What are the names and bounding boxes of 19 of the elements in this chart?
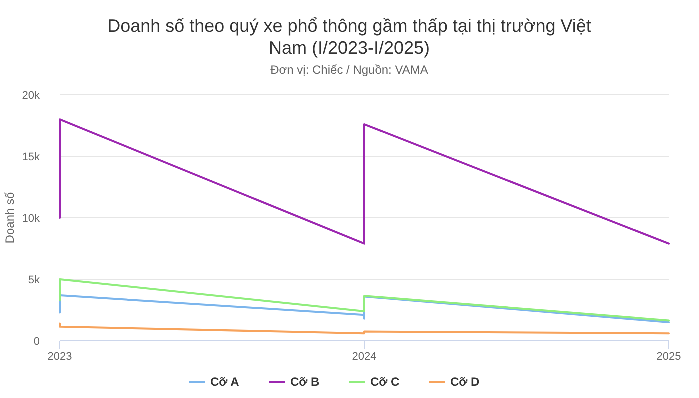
line-series: [59, 278, 670, 322]
legend-label: Cỡ D: [450, 375, 480, 389]
legend-label: Cỡ A: [210, 375, 240, 389]
line-series: [59, 118, 670, 245]
y-axis-title: Doanh số: [3, 192, 17, 244]
x-tick-label: 2023: [48, 351, 72, 363]
x-tick-label: 2024: [352, 351, 377, 363]
legend-label: Cỡ B: [290, 375, 320, 389]
line-series: [59, 322, 670, 335]
chart-subtitle: Đơn vị: Chiếc / Nguồn: VAMA: [270, 63, 428, 77]
y-tick-label: 20k: [22, 90, 40, 102]
y-tick-label: 5k: [28, 274, 40, 286]
y-tick-label: 15k: [22, 152, 40, 164]
y-tick-label: 0: [34, 336, 40, 348]
chart-title: Doanh số theo quý xe phổ thông gầm thấp tại thị trường Việt Nam (I/2023-I/2025): [108, 16, 592, 58]
legend-label: Cỡ C: [370, 375, 400, 389]
y-tick-label: 10k: [22, 213, 40, 225]
line-series: [59, 294, 670, 324]
x-tick-label: 2025: [656, 351, 682, 363]
